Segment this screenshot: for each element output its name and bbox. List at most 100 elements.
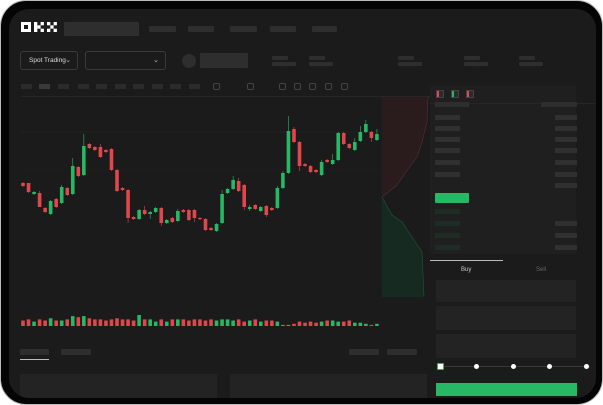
tab-sell[interactable]: Sell [536,267,547,273]
interval-button[interactable] [58,84,69,89]
orderbook-header-price [435,102,469,107]
candle-down [347,144,352,148]
market-type-dropdown[interactable]: Spot Trading ⌄ [20,51,78,70]
bid-price[interactable] [435,233,460,238]
candle-up [176,211,180,221]
candle-down [98,147,103,157]
interval-button[interactable] [39,84,50,89]
candlestick-chart [21,97,382,326]
candle-down [65,188,70,195]
nav-item[interactable] [312,26,337,32]
stat-value [398,62,422,66]
volume-bar [281,324,285,326]
ask-price[interactable] [435,115,460,120]
volume-bar [375,323,379,326]
bottom-panel-left [20,374,217,398]
candle-up [137,210,141,219]
interval-button[interactable] [189,84,200,89]
tab-open-orders[interactable] [20,349,49,355]
stat-label [398,56,414,60]
candle-up [225,189,230,193]
ask-amount[interactable] [555,115,577,120]
candle-down [93,147,97,150]
ask-amount[interactable] [555,172,577,177]
volume-bar [65,319,70,326]
bid-amount[interactable] [555,245,577,250]
filter-button[interactable] [387,349,417,355]
interval-button[interactable] [133,84,144,89]
interval-button[interactable] [152,84,163,89]
ruler-icon[interactable] [294,83,301,90]
amount-input[interactable] [436,306,576,330]
orderbook-bids-icon[interactable] [451,90,459,98]
slider-step-dot[interactable] [510,364,516,369]
filter-button[interactable] [349,349,379,355]
candle-up [358,132,363,141]
slider-step-dot[interactable] [583,364,589,369]
candle-down [314,170,318,172]
line-tool-icon[interactable] [279,83,286,90]
bid-amount[interactable] [555,233,577,238]
candle-up [247,207,252,209]
ask-price[interactable] [435,172,460,177]
interval-button[interactable] [96,84,107,89]
volume-bar [264,320,269,326]
nav-item[interactable] [270,26,296,32]
volume-bar [181,319,186,326]
interval-button[interactable] [21,84,32,89]
nav-item[interactable] [149,26,176,32]
slider-step-dot[interactable] [547,364,552,369]
interval-button[interactable] [170,84,181,89]
ask-price[interactable] [435,126,460,131]
buy-button[interactable] [436,383,577,396]
candle-down [308,166,313,172]
volume-bar [32,321,36,326]
volume-bar [209,319,213,326]
ask-amount[interactable] [555,160,577,165]
indicator-icon[interactable] [247,83,254,90]
candle-down [37,193,42,207]
bid-price[interactable] [435,209,460,214]
pair-dropdown[interactable]: ⌄ [85,51,166,70]
interval-button[interactable] [115,84,126,89]
volume-bar [87,318,92,326]
nav-item[interactable] [230,26,257,32]
ask-amount[interactable] [555,126,577,131]
bid-price[interactable] [435,245,460,250]
search-bar[interactable] [64,22,139,36]
candle-up [258,207,263,211]
stat-label [519,56,535,60]
last-price-highlight[interactable] [435,193,469,203]
fullscreen-icon[interactable] [341,83,348,90]
slider-step-dot[interactable] [474,364,479,369]
orderbook-asks-icon[interactable] [466,90,474,98]
volume-bar [164,321,169,326]
tab-order-history[interactable] [61,349,91,355]
price-input[interactable] [436,280,576,302]
total-input[interactable] [436,334,576,358]
candle-down [303,164,307,166]
ask-price[interactable] [435,148,460,153]
ask-amount[interactable] [555,137,577,142]
settings-icon[interactable] [325,83,332,90]
ask-price[interactable] [435,137,460,142]
volume-bar [37,319,42,326]
ask-amount[interactable] [555,183,577,188]
bid-amount[interactable] [555,221,577,226]
candle-down [264,206,269,215]
nav-item[interactable] [188,26,214,32]
slider-handle[interactable] [437,363,444,370]
tab-buy[interactable]: Buy [461,267,472,273]
orderbook-panel [430,86,576,254]
chart-type-icon[interactable] [213,83,220,90]
ask-amount[interactable] [555,148,577,153]
volume-bar [225,319,230,326]
stat-label [309,56,325,60]
orderbook-both-icon[interactable] [436,90,444,98]
interval-button[interactable] [78,84,89,89]
volume-bar [142,319,147,326]
screenshot-icon[interactable] [309,83,316,90]
candle-up [281,173,285,188]
bid-price[interactable] [435,221,460,226]
ask-price[interactable] [435,160,460,165]
